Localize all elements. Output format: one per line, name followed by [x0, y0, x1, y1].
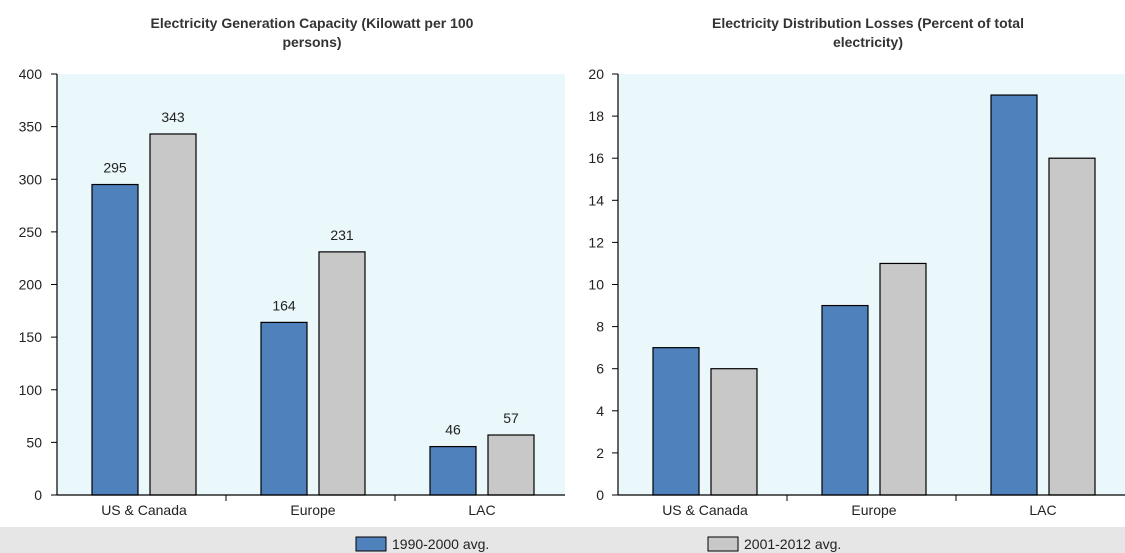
data-label-lac-2001-2012-avg: 57 — [503, 410, 519, 426]
legend-item-1990-2000: 1990-2000 avg. — [355, 536, 489, 552]
y-tick-label: 12 — [588, 234, 604, 250]
y-tick-label: 0 — [596, 487, 604, 503]
data-label-us-canada-1990-2000-avg: 295 — [103, 160, 127, 176]
x-tick-label-us-canada: US & Canada — [101, 502, 187, 518]
y-tick-label: 4 — [596, 403, 604, 419]
bar-europe-1990-2000-avg — [260, 321, 308, 496]
bar-lac-2001-2012-avg — [1048, 157, 1096, 496]
x-tick-label-lac: LAC — [468, 502, 495, 518]
data-label-europe-2001-2012-avg: 231 — [330, 227, 354, 243]
y-tick-label: 400 — [19, 66, 43, 82]
bar-us-canada-1990-2000-avg — [91, 183, 139, 496]
y-tick-label: 300 — [19, 171, 43, 187]
y-tick-label: 250 — [19, 224, 43, 240]
bar-us-canada-2001-2012-avg — [149, 133, 197, 496]
distribution-losses-chart: Electricity Distribution Losses (Percent… — [588, 15, 1125, 518]
x-tick-label-us-canada: US & Canada — [662, 502, 748, 518]
x-tick-label-lac: LAC — [1029, 502, 1056, 518]
chart-title: Electricity Generation Capacity (Kilowat… — [151, 15, 474, 50]
y-tick-label: 350 — [19, 119, 43, 135]
chart-title-line: electricity) — [833, 34, 903, 50]
generation-capacity-chart: Electricity Generation Capacity (Kilowat… — [19, 15, 565, 518]
y-tick-label: 14 — [588, 192, 604, 208]
y-tick-label: 0 — [34, 487, 42, 503]
bar-europe-2001-2012-avg — [879, 262, 927, 496]
data-label-lac-1990-2000-avg: 46 — [445, 422, 461, 438]
y-tick-label: 8 — [596, 319, 604, 335]
plot-area — [618, 74, 1125, 495]
y-tick-label: 2 — [596, 445, 604, 461]
plot-area — [57, 74, 565, 495]
bar-europe-2001-2012-avg — [318, 251, 366, 496]
y-tick-label: 18 — [588, 108, 604, 124]
data-label-europe-1990-2000-avg: 164 — [272, 297, 296, 313]
y-tick-label: 20 — [588, 66, 604, 82]
y-tick-label: 200 — [19, 277, 43, 293]
legend-swatch-2001-2012 — [707, 536, 739, 552]
y-tick-label: 100 — [19, 382, 43, 398]
bar-lac-1990-2000-avg — [429, 445, 477, 496]
y-tick-label: 6 — [596, 361, 604, 377]
legend-item-2001-2012: 2001-2012 avg. — [707, 536, 841, 552]
chart-title-line: Electricity Distribution Losses (Percent… — [712, 15, 1024, 31]
legend-label-2001-2012: 2001-2012 avg. — [744, 536, 841, 552]
bar-lac-2001-2012-avg — [487, 434, 535, 496]
legend-label-1990-2000: 1990-2000 avg. — [392, 536, 489, 552]
bar-lac-1990-2000-avg — [990, 94, 1038, 496]
y-tick-label: 10 — [588, 277, 604, 293]
chart-title: Electricity Distribution Losses (Percent… — [712, 15, 1024, 50]
y-tick-label: 16 — [588, 150, 604, 166]
bar-us-canada-1990-2000-avg — [652, 347, 700, 496]
legend-swatch-1990-2000 — [355, 536, 387, 552]
y-tick-label: 150 — [19, 329, 43, 345]
x-tick-label-europe: Europe — [851, 502, 896, 518]
chart-title-line: persons) — [282, 34, 341, 50]
chart-title-line: Electricity Generation Capacity (Kilowat… — [151, 15, 474, 31]
legend: 1990-2000 avg. 2001-2012 avg. — [0, 527, 1125, 553]
data-label-us-canada-2001-2012-avg: 343 — [161, 109, 185, 125]
y-tick-label: 50 — [26, 434, 42, 450]
bar-europe-1990-2000-avg — [821, 304, 869, 496]
x-tick-label-europe: Europe — [290, 502, 335, 518]
bar-us-canada-2001-2012-avg — [710, 368, 758, 496]
legend-background — [0, 527, 1125, 553]
